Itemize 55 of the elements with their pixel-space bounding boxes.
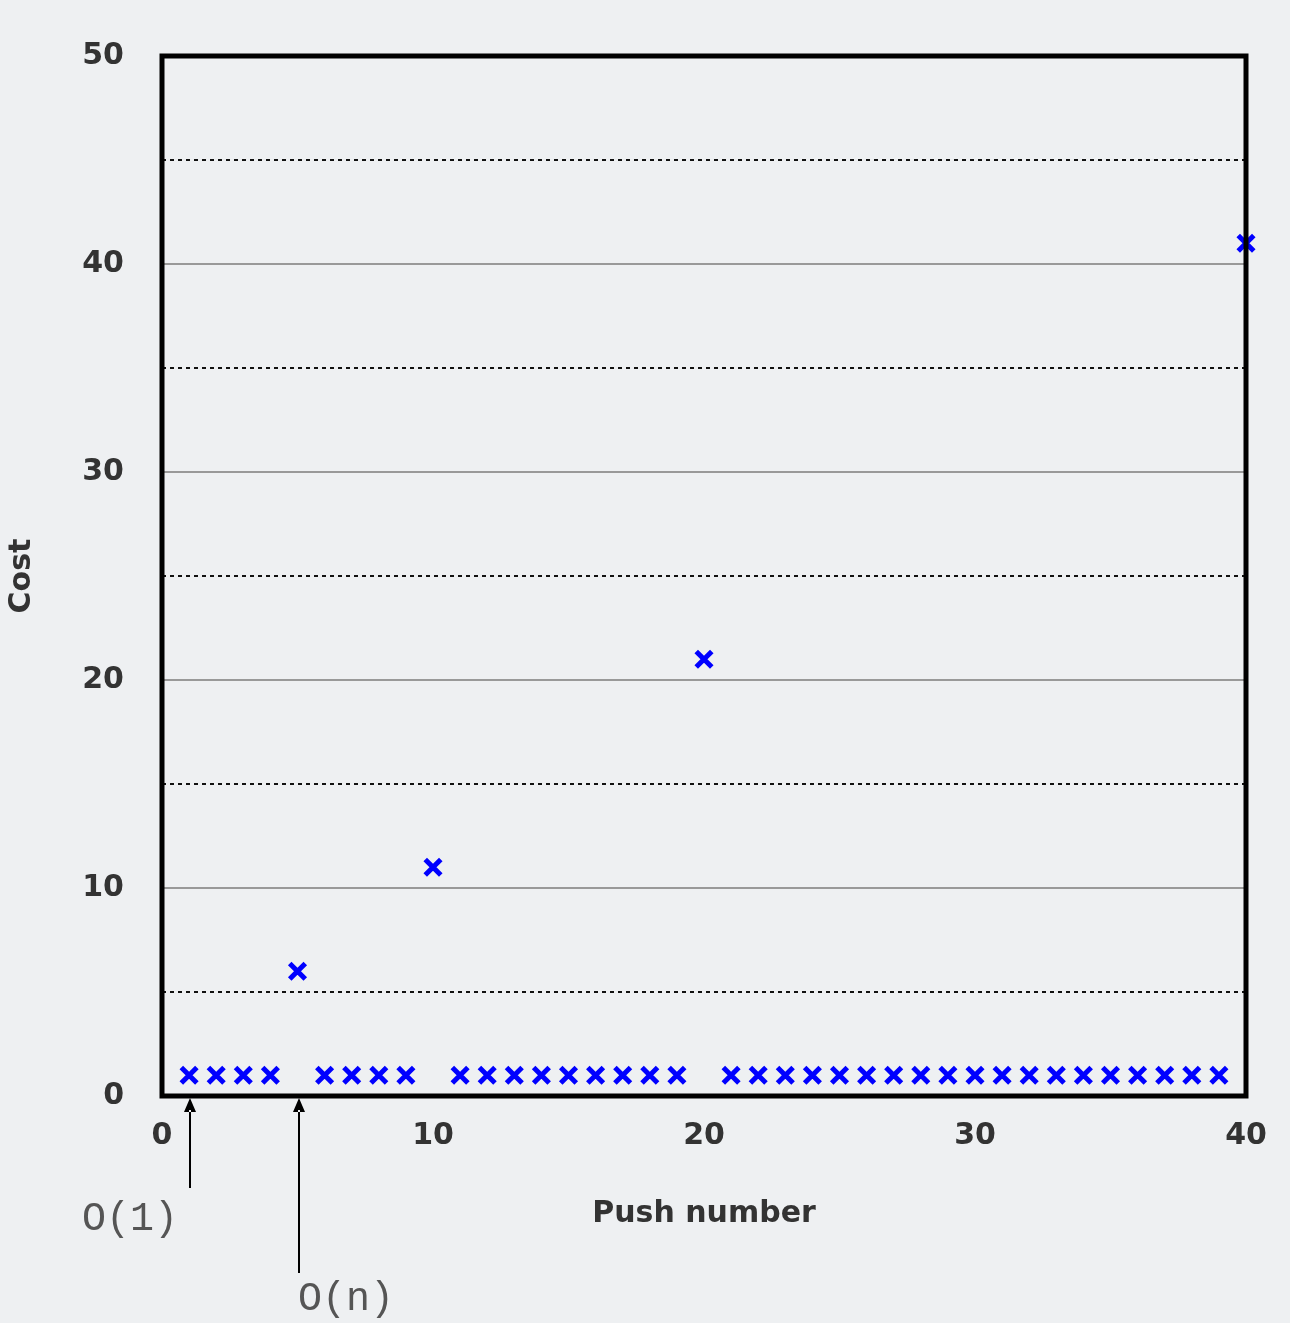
point	[585, 1064, 606, 1086]
y-tick-label: 50	[82, 35, 124, 71]
point	[1235, 232, 1257, 254]
point	[1073, 1064, 1094, 1086]
x-tick-label: 20	[683, 1115, 725, 1151]
point	[612, 1064, 633, 1086]
x-tick-label: 40	[1225, 1115, 1267, 1151]
text: O(n)	[298, 1277, 395, 1322]
x-tick-label: 0	[151, 1115, 173, 1151]
point	[1154, 1064, 1175, 1086]
point	[937, 1064, 959, 1086]
x-axis-title: Push number	[592, 1193, 816, 1229]
point	[964, 1064, 986, 1086]
point	[1018, 1064, 1040, 1086]
point	[1100, 1064, 1121, 1086]
point	[639, 1064, 661, 1086]
y-tick-label: 30	[82, 451, 124, 487]
point	[1127, 1064, 1148, 1086]
point	[910, 1064, 932, 1086]
point	[558, 1064, 579, 1086]
y-tick-label: 40	[82, 243, 124, 279]
y-axis-title: Cost	[1, 538, 37, 614]
point	[666, 1064, 688, 1086]
point	[395, 1064, 417, 1086]
point	[476, 1064, 498, 1086]
point	[233, 1064, 254, 1086]
x-tick-label: 30	[954, 1115, 996, 1151]
point	[1208, 1064, 1230, 1086]
point	[260, 1064, 281, 1086]
point	[504, 1064, 525, 1086]
point	[693, 648, 715, 670]
point	[856, 1064, 877, 1086]
point	[422, 856, 444, 878]
y-tick-label: 0	[103, 1075, 124, 1111]
point	[720, 1064, 742, 1086]
point	[205, 1064, 227, 1086]
point	[314, 1064, 335, 1086]
point	[531, 1064, 552, 1086]
point	[883, 1064, 904, 1086]
text: O(1)	[82, 1197, 179, 1242]
x-tick-label: 10	[412, 1115, 454, 1151]
y-tick-label: 10	[82, 867, 124, 903]
point	[287, 960, 308, 982]
point	[178, 1064, 200, 1086]
point	[341, 1064, 362, 1086]
point	[1046, 1064, 1067, 1086]
point	[368, 1064, 390, 1086]
point	[991, 1064, 1013, 1086]
point	[829, 1064, 850, 1086]
point	[1181, 1064, 1203, 1086]
point	[802, 1064, 823, 1086]
point	[449, 1064, 471, 1086]
point	[747, 1064, 769, 1086]
y-tick-label: 20	[82, 659, 124, 695]
point	[775, 1064, 796, 1086]
